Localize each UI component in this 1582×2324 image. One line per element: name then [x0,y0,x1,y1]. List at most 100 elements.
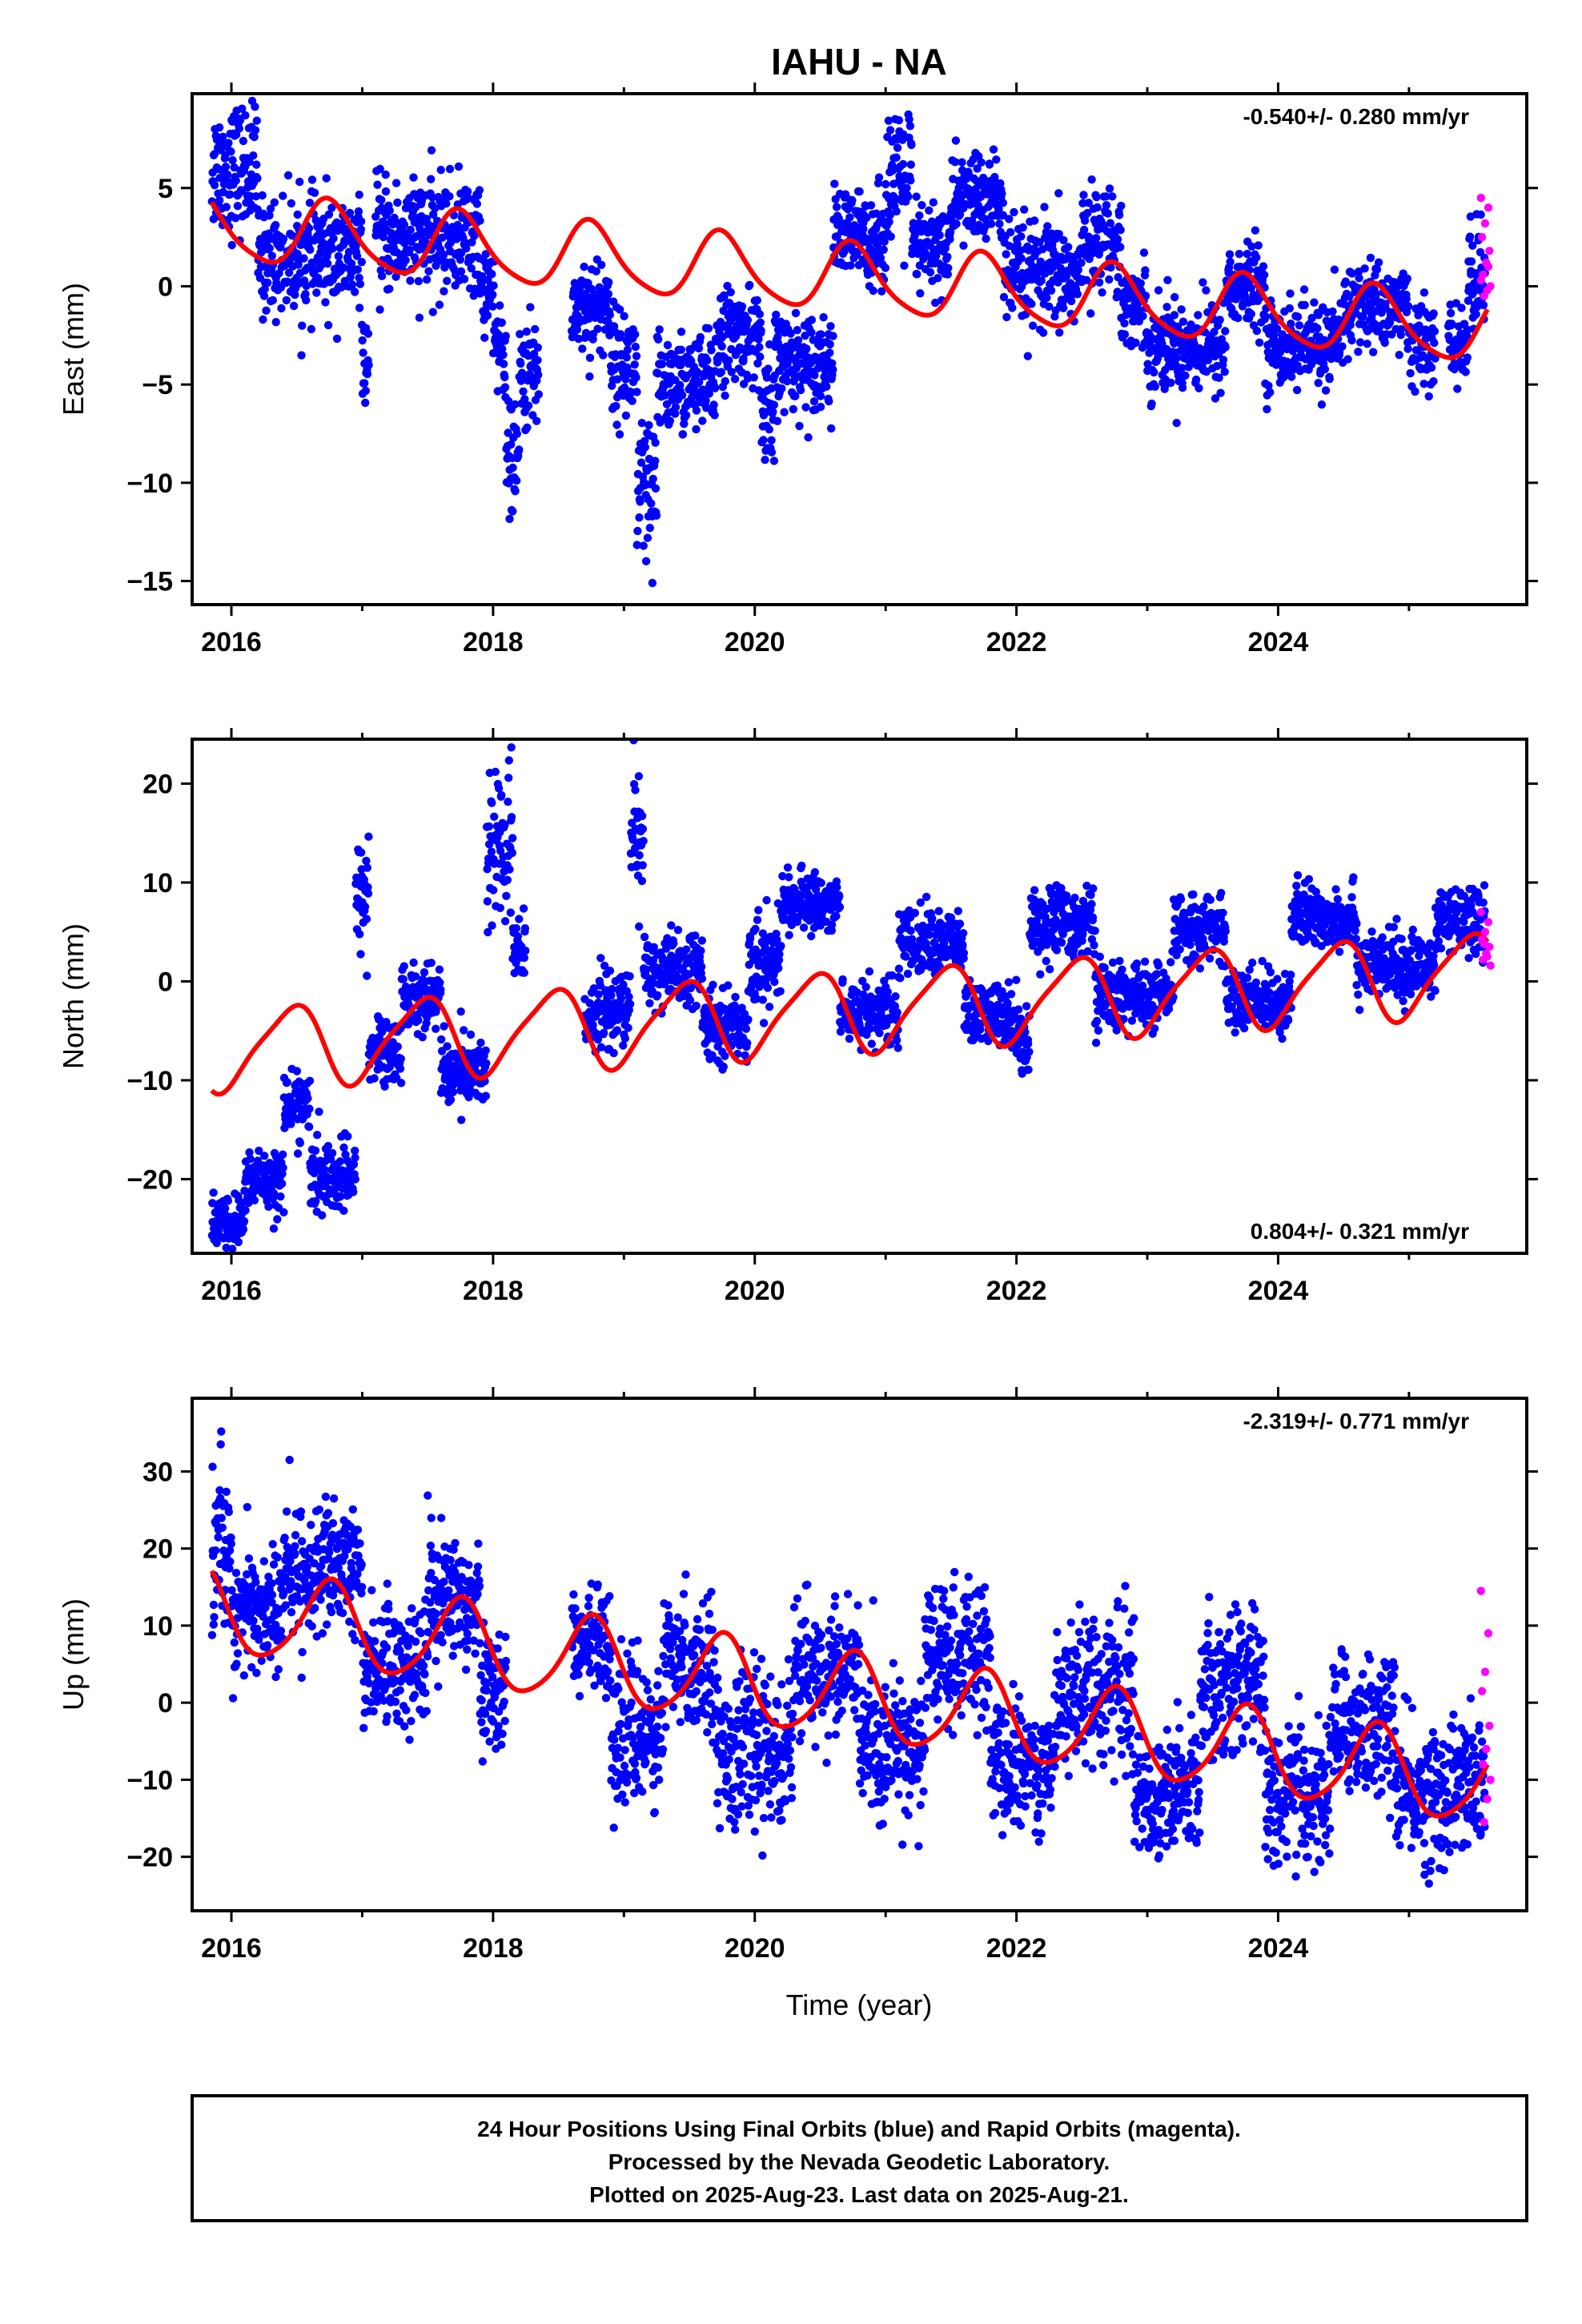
final-orbit-point [663,340,673,350]
final-orbit-point [488,798,496,807]
final-orbit-point [754,335,763,344]
final-orbit-point [904,192,913,201]
final-orbit-point [454,162,464,171]
final-orbit-point [1254,241,1263,250]
final-orbit-point [1360,264,1369,273]
final-orbit-point [793,326,801,335]
final-orbit-point [1059,304,1068,312]
final-orbit-point [840,247,849,256]
final-orbit-point [1419,380,1428,388]
final-orbit-point [802,344,811,353]
final-orbit-point [885,126,895,135]
final-orbit-point [318,1211,327,1220]
final-orbit-point [424,267,433,275]
final-orbit-point [298,321,307,330]
final-orbit-point [328,244,337,253]
final-orbit-point [793,336,803,345]
final-orbit-point [797,861,806,870]
final-orbit-point [1038,245,1047,254]
final-orbit-point [616,330,625,339]
final-orbit-point [994,204,1003,214]
final-orbit-point [520,953,528,963]
final-orbit-point [651,456,660,465]
final-orbit-point [985,160,994,169]
final-orbit-point [520,968,528,977]
final-orbit-point [685,995,695,1005]
final-orbit-point [637,419,646,428]
final-orbit-point [1171,360,1180,369]
final-orbit-point [932,251,941,260]
final-orbit-point [1042,293,1051,302]
final-orbit-point [1270,331,1279,340]
final-orbit-point [669,939,678,948]
final-orbit-point [302,296,311,305]
final-orbit-point [1172,353,1182,362]
final-orbit-point [287,1120,295,1128]
final-orbit-point [1054,230,1064,239]
final-orbit-point [351,287,359,296]
final-orbit-point [755,310,764,319]
final-orbit-point [239,136,248,146]
final-orbit-point [234,1237,243,1247]
final-orbit-points [207,739,1489,1253]
final-orbit-point [250,132,259,142]
final-orbit-point [483,311,492,320]
final-orbit-point [906,927,915,935]
final-orbit-point [508,507,517,516]
final-orbit-point [1427,363,1436,372]
final-orbit-point [1374,258,1383,267]
final-orbit-point [1310,298,1319,307]
final-orbit-point [251,192,260,201]
final-orbit-point [475,186,484,195]
final-orbit-point [301,290,310,299]
final-orbit-point [600,1028,608,1038]
final-orbit-point [356,225,366,234]
final-orbit-point [511,487,520,496]
final-orbit-point [1045,302,1054,311]
final-orbit-point [359,348,367,357]
final-orbit-point [726,287,735,297]
final-orbit-point [915,211,924,220]
final-orbit-point [665,416,675,425]
final-orbit-point [1299,285,1309,294]
final-orbit-point [481,1092,491,1100]
final-orbit-point [440,1022,448,1031]
final-orbit-point [355,304,364,312]
x-tick-label: 2018 [463,627,524,657]
final-orbit-point [648,955,658,965]
final-orbit-point [1221,343,1230,352]
final-orbit-point [882,1020,891,1030]
final-orbit-point [1203,356,1213,364]
final-orbit-point [476,1038,485,1047]
final-orbit-point [632,388,641,396]
final-orbit-point [721,391,729,400]
final-orbit-point [886,232,895,241]
final-orbit-point [501,332,510,340]
final-orbit-point [1317,400,1327,409]
final-orbit-point [841,190,850,199]
final-orbit-point [437,1035,446,1044]
final-orbit-point [287,199,295,208]
final-orbit-point [327,203,336,212]
final-orbit-point [322,174,331,183]
final-orbit-point [360,903,370,911]
final-orbit-point [867,1039,877,1048]
final-orbit-point [1043,222,1052,231]
final-orbit-point [677,328,686,336]
final-orbit-point [830,179,839,188]
final-orbit-point [637,811,647,821]
final-orbit-point [973,164,982,173]
plot-frame [191,92,1528,606]
final-orbit-point [894,910,904,919]
final-orbit-point [1259,271,1269,279]
final-orbit-point [757,326,765,335]
final-orbit-point [1005,215,1014,223]
final-orbit-point [778,871,787,881]
final-orbit-point [645,999,654,1008]
rapid-orbit-point [1476,193,1486,203]
final-orbit-point [405,245,414,254]
final-orbit-point [631,342,640,352]
final-orbit-point [235,124,243,133]
final-orbit-point [612,1026,622,1035]
final-orbit-point [636,497,644,506]
